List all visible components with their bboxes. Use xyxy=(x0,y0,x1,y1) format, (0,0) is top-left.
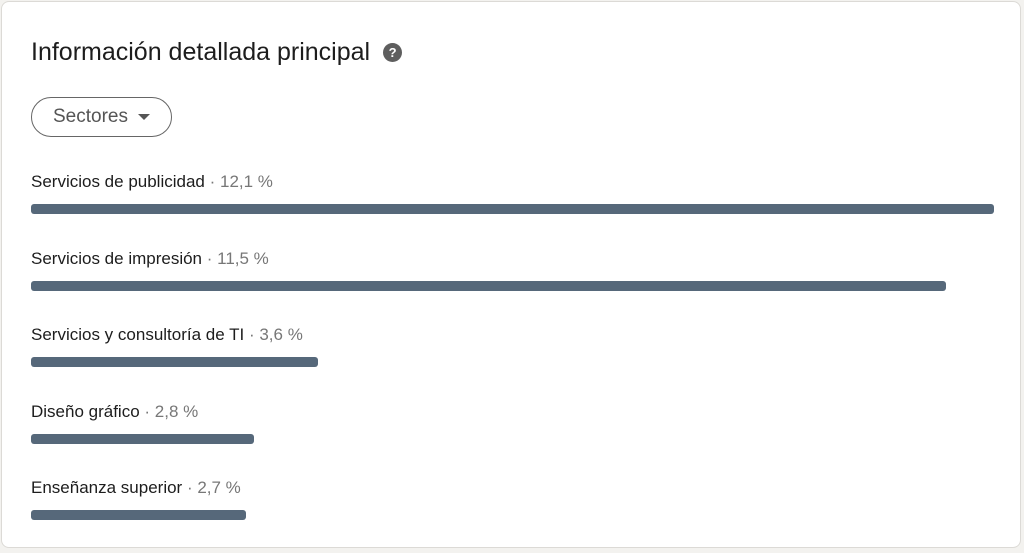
sector-name: Enseñanza superior xyxy=(31,478,183,497)
sector-separator: · xyxy=(204,172,220,191)
page-title: Información detallada principal xyxy=(31,38,371,66)
sector-name: Servicios y consultoría de TI xyxy=(31,325,245,344)
sector-row: Servicios y consultoría de TI · 3,6 % xyxy=(31,323,994,400)
sector-separator: · xyxy=(182,478,198,497)
sector-row: Servicios de publicidad · 12,1 % xyxy=(31,170,994,247)
sector-row: Servicios de impresión · 11,5 % xyxy=(31,247,994,324)
sector-bar-track xyxy=(31,510,994,520)
sector-bar xyxy=(31,357,318,367)
sector-bar-track xyxy=(31,357,994,367)
sector-row: Enseñanza superior · 2,7 % xyxy=(31,476,994,553)
sector-name: Servicios de impresión xyxy=(31,248,203,268)
sector-name: Diseño gráfico xyxy=(31,401,140,421)
sector-bar-track xyxy=(31,280,994,291)
sector-bar-track xyxy=(31,433,994,444)
sector-row: Diseño gráfico · 2,8 % xyxy=(31,400,994,477)
sector-separator: · xyxy=(139,401,155,421)
sectors-dropdown-button[interactable]: Sectores xyxy=(31,97,172,137)
sector-percent: 2,8 % xyxy=(154,401,199,421)
sectors-dropdown-label: Sectores xyxy=(53,106,128,127)
sector-bar xyxy=(31,280,946,291)
sector-name: Servicios de publicidad xyxy=(31,172,205,191)
sector-bar xyxy=(31,510,246,520)
sector-list: Servicios de publicidad · 12,1 % Servicio… xyxy=(31,170,994,553)
sector-bar xyxy=(31,433,254,444)
sector-percent: 11,5 % xyxy=(217,248,269,268)
sector-separator: · xyxy=(202,248,218,268)
sector-label: Enseñanza superior · 2,7 % xyxy=(31,476,994,500)
sector-percent: 12,1 % xyxy=(220,172,273,191)
sector-separator: · xyxy=(244,325,260,344)
sector-label: Servicios de publicidad · 12,1 % xyxy=(31,170,994,194)
caret-down-icon xyxy=(137,114,150,120)
sector-percent: 3,6 % xyxy=(259,325,303,344)
sector-label: Servicios de impresión · 11,5 % xyxy=(31,247,994,271)
question-circle-icon[interactable]: ? xyxy=(383,42,403,62)
sector-bar-track xyxy=(31,204,994,214)
sector-percent: 2,7 % xyxy=(197,478,241,497)
title-row: Información detallada principal ? xyxy=(31,36,403,68)
sector-bar xyxy=(31,204,994,214)
sector-label: Diseño gráfico · 2,8 % xyxy=(31,400,994,424)
sector-label: Servicios y consultoría de TI · 3,6 % xyxy=(31,323,994,347)
